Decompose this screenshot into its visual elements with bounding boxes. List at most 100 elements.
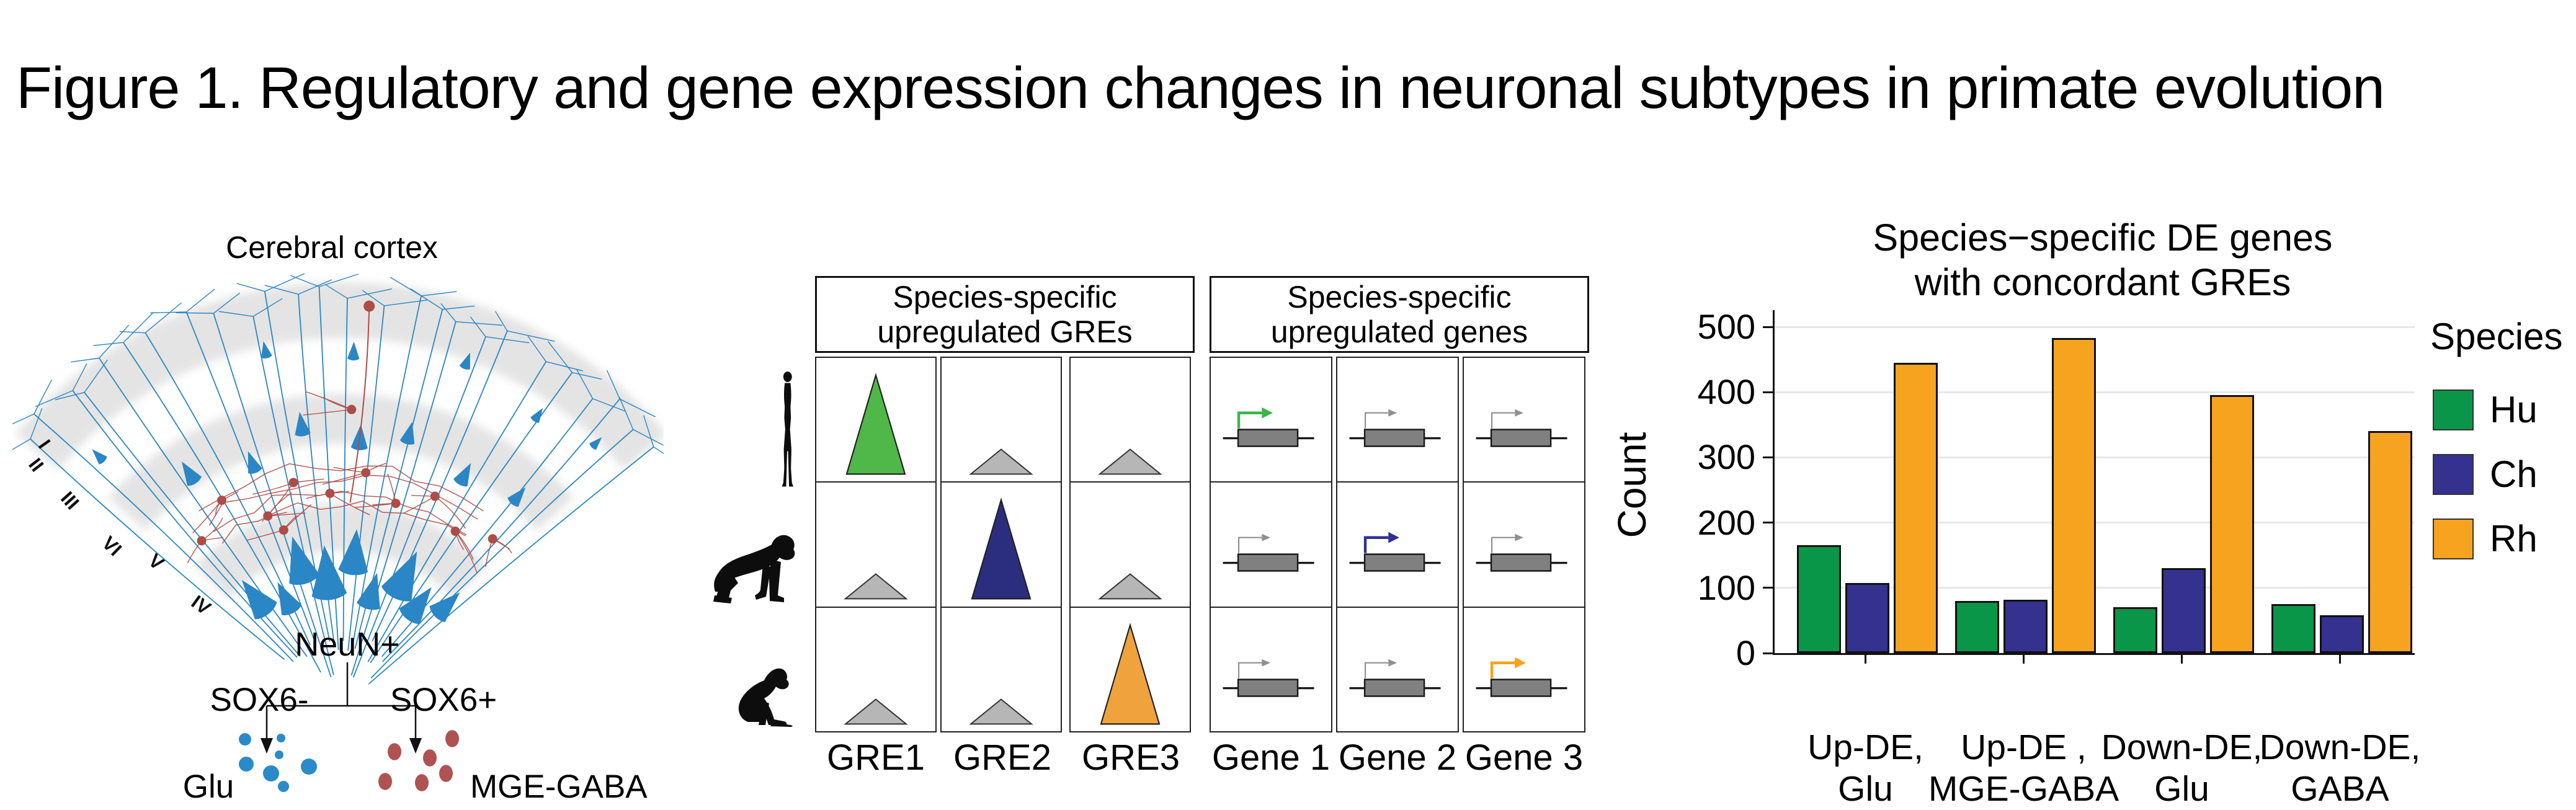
neun-label: NeuN+ <box>295 626 400 663</box>
gre-column-label: GRE3 <box>1082 737 1180 778</box>
gridline <box>1775 326 2415 328</box>
small-gre-triangle-icon <box>844 573 908 600</box>
bar-hu-group4 <box>2271 604 2315 653</box>
grid-column <box>1069 357 1191 732</box>
gre-cell <box>816 358 935 481</box>
promoter-arrowhead-icon <box>1515 409 1524 417</box>
gene-body <box>1237 679 1299 697</box>
gene-column-label: Gene 2 <box>1338 737 1457 778</box>
promoter-arrowhead-icon <box>1515 534 1524 542</box>
gre-cell-chimpanzee-GRE1 <box>844 573 908 600</box>
x-tick-mark <box>2023 655 2025 664</box>
bar-rh-group3 <box>2210 395 2254 653</box>
gene-body <box>1490 429 1552 447</box>
mge-gaba-nuclei-dots <box>378 730 459 791</box>
figure-title: Figure 1. Regulatory and gene expression… <box>16 55 2385 121</box>
glu-label: Glu <box>182 768 234 805</box>
bar-hu-group1 <box>1797 545 1841 653</box>
promoter-arrowhead-icon <box>1388 532 1399 543</box>
promoter-arrow <box>1364 412 1389 429</box>
promoter-arrow <box>1364 662 1389 679</box>
gre-header-line2: upregulated GREs <box>877 314 1133 349</box>
gene-body <box>1363 679 1425 697</box>
gre-cell <box>816 606 935 731</box>
gene-body <box>1490 553 1552 572</box>
gene-body <box>1237 553 1299 572</box>
y-tick-label: 400 <box>1697 372 1755 412</box>
y-tick-label: 500 <box>1697 307 1755 346</box>
promoter-arrow <box>1490 661 1515 679</box>
gre-cell <box>1071 481 1190 606</box>
promoter-arrow <box>1491 536 1515 553</box>
cortex-panel-title: Cerebral cortex <box>226 230 438 265</box>
gene-cell-macaque-Gene 2 <box>1349 659 1441 697</box>
gene-cell-macaque-Gene 3 <box>1476 657 1567 697</box>
mge-gaba-label: MGE-GABA <box>470 768 648 805</box>
gene-cell-human-Gene 3 <box>1476 409 1567 447</box>
upregulated-gre-triangle-icon <box>1100 622 1161 725</box>
bar-rh-group1 <box>1894 363 1938 653</box>
bar-rh-group4 <box>2368 431 2412 653</box>
cortex-layer-label: II <box>24 454 48 476</box>
gre-cell-human-GRE1 <box>845 373 906 475</box>
y-tick-mark <box>1763 522 1773 524</box>
arrow-down-left-icon <box>261 738 273 754</box>
gene-header-line2: upregulated genes <box>1270 314 1528 349</box>
grid-column <box>1463 357 1585 732</box>
plot-area <box>1773 310 2415 655</box>
sorting-diagram <box>239 662 459 792</box>
gene-cell <box>1211 358 1331 481</box>
grid-column <box>815 357 937 732</box>
gre-cell <box>942 481 1061 606</box>
gene-body <box>1237 429 1299 447</box>
x-label-line1: Down-DE, <box>2101 728 2263 767</box>
cortex-layer-label: III <box>56 487 83 514</box>
cortex-layer-band <box>16 282 664 470</box>
promoter-arrow <box>1237 411 1262 429</box>
x-tick-mark <box>2181 655 2183 664</box>
cortex-layer-band <box>108 394 574 531</box>
gene-cell <box>1464 481 1584 606</box>
gre-cell <box>942 606 1061 731</box>
y-tick-mark <box>1763 456 1773 458</box>
chimpanzee-icon <box>713 535 795 603</box>
gridline <box>1775 522 2415 524</box>
gene-cell-human-Gene 2 <box>1349 409 1441 447</box>
bar-rh-group2 <box>2052 338 2096 653</box>
small-gre-triangle-icon <box>844 698 908 725</box>
gene-cell <box>1211 606 1331 731</box>
legend-swatch-rh <box>2433 518 2474 559</box>
chart-title-line1: Species−specific DE genes <box>1873 216 2333 259</box>
gene-cell <box>1464 606 1584 731</box>
gridline <box>1775 391 2415 393</box>
x-tick-mark <box>1865 655 1866 664</box>
x-label-line2: Glu <box>1838 769 1893 809</box>
branch-lines <box>265 662 417 739</box>
small-gre-triangle-icon <box>969 698 1033 725</box>
bar-ch-group3 <box>2162 568 2206 653</box>
gre-cell-macaque-GRE3 <box>1100 622 1161 725</box>
gre-cell-macaque-GRE2 <box>969 698 1033 725</box>
arrow-down-right-icon <box>409 738 422 754</box>
small-gre-triangle-icon <box>1098 573 1162 600</box>
gene-panel-header: Species-specific upregulated genes <box>1210 276 1589 353</box>
gene-cell <box>1211 481 1331 606</box>
gene-cell-chimpanzee-Gene 1 <box>1223 534 1314 572</box>
y-tick-mark <box>1763 391 1773 393</box>
cortex-layer-label: V <box>145 550 169 574</box>
sox6-minus-label: SOX6- <box>210 682 309 718</box>
x-category-label: Up-DE, Glu <box>1757 727 1974 810</box>
gre-column-label: GRE1 <box>827 737 925 778</box>
y-tick-label: 100 <box>1697 567 1755 607</box>
y-axis-title: Count <box>1610 432 1654 538</box>
gene-body <box>1363 429 1425 447</box>
bar-hu-group3 <box>2113 607 2157 653</box>
bar-ch-group4 <box>2320 615 2364 653</box>
gre-header-line1: Species-specific <box>893 280 1117 314</box>
promoter-arrowhead-icon <box>1262 534 1271 542</box>
x-category-label: Up-DE , MGE-GABA <box>1915 727 2133 810</box>
x-label-line1: Down-DE, <box>2259 728 2421 767</box>
small-gre-triangle-icon <box>1098 448 1162 475</box>
legend-swatch-ch <box>2433 454 2474 495</box>
